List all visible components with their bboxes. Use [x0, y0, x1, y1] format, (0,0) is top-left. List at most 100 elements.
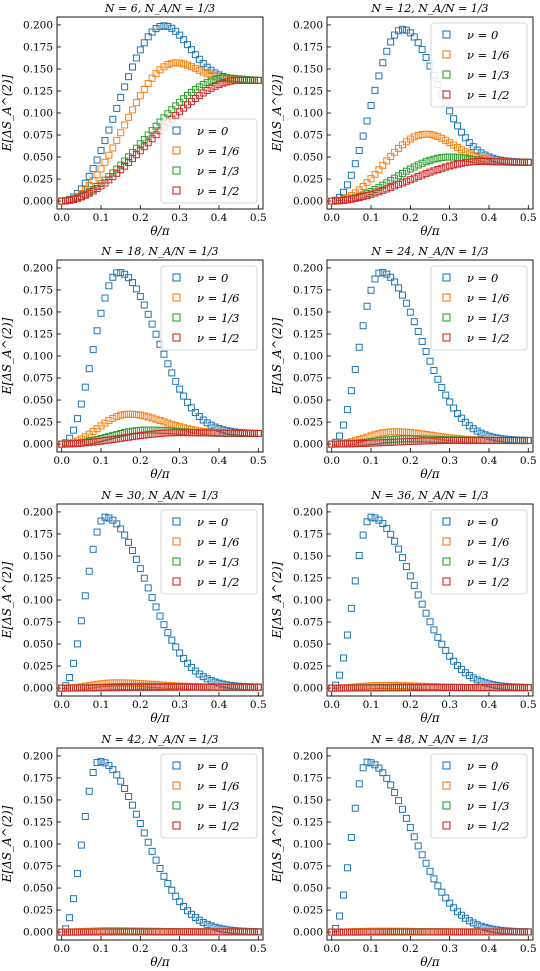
data-point — [473, 158, 481, 166]
data-point — [89, 545, 97, 553]
data-point — [113, 165, 121, 173]
data-point — [524, 928, 532, 936]
chart-panel: N = 42, N_A/N = 1/3 0.000 0.025 0.050 0.075 0… — [0, 733, 267, 969]
data-point — [398, 684, 406, 692]
data-point — [446, 437, 454, 445]
data-point — [140, 426, 148, 434]
data-point — [391, 31, 399, 39]
data-point — [391, 182, 399, 190]
data-point — [497, 158, 505, 166]
data-point — [347, 928, 355, 936]
data-point — [191, 928, 199, 936]
series-3 — [328, 684, 532, 692]
data-point — [172, 377, 180, 385]
data-point — [371, 275, 379, 283]
data-point — [371, 682, 379, 690]
data-point — [140, 683, 148, 691]
data-point — [418, 600, 426, 608]
data-point — [430, 626, 438, 634]
y-tick-label: 0.025 — [23, 174, 53, 186]
data-point — [340, 684, 348, 692]
data-point — [355, 440, 363, 448]
data-point — [250, 76, 258, 84]
data-point — [485, 684, 493, 692]
data-point — [203, 920, 211, 928]
data-point — [89, 165, 97, 173]
data-point — [512, 684, 520, 692]
data-point — [359, 764, 367, 772]
data-point — [70, 928, 78, 936]
data-point — [398, 428, 406, 436]
data-point — [136, 565, 144, 573]
y-tick-label: 0.000 — [293, 683, 323, 695]
data-point — [383, 928, 391, 936]
data-point — [501, 684, 509, 692]
data-point — [469, 928, 477, 936]
data-point — [207, 677, 215, 685]
data-point — [109, 928, 117, 936]
data-point — [105, 928, 113, 936]
legend-marker — [172, 273, 181, 282]
data-point — [398, 682, 406, 690]
data-point — [156, 429, 164, 437]
data-point — [121, 121, 129, 129]
data-point — [336, 432, 344, 440]
y-tick-label: 0.175 — [293, 41, 323, 53]
data-point — [109, 679, 117, 687]
x-tick-label: 0.1 — [93, 212, 110, 224]
data-point — [383, 684, 391, 692]
data-point — [473, 928, 481, 936]
x-tick-label: 0.3 — [171, 699, 188, 711]
legend: ν = 0 ν = 1/6 ν = 1/3 ν = 1/2 — [160, 509, 258, 595]
legend-marker — [172, 781, 181, 790]
y-tick-label: 0.100 — [293, 108, 323, 120]
data-point — [465, 684, 473, 692]
data-point — [481, 928, 489, 936]
data-point — [223, 683, 231, 691]
legend-marker — [442, 333, 451, 342]
data-point — [355, 552, 363, 560]
data-point — [395, 27, 403, 35]
data-point — [70, 928, 78, 936]
legend-label: ν = 1/3 — [197, 799, 239, 813]
x-tick-label: 0.4 — [481, 943, 498, 955]
data-point — [121, 83, 129, 91]
series-1 — [58, 410, 262, 448]
legend: ν = 0 ν = 1/6 ν = 1/3 ν = 1/2 — [430, 22, 528, 108]
data-point — [450, 657, 458, 665]
data-point — [66, 684, 74, 692]
data-point — [211, 683, 219, 691]
data-point — [454, 684, 462, 692]
data-point — [426, 130, 434, 138]
data-point — [450, 115, 458, 123]
data-point — [410, 833, 418, 841]
data-point — [332, 440, 340, 448]
x-tick-label: 0.5 — [520, 212, 537, 224]
data-point — [176, 928, 184, 936]
data-point — [343, 864, 351, 872]
y-tick-label: 0.050 — [293, 395, 323, 407]
y-tick-label: 0.025 — [293, 661, 323, 673]
data-point — [215, 429, 223, 437]
data-point — [414, 39, 422, 47]
data-point — [199, 683, 207, 691]
x-tick-label: 0.2 — [132, 212, 149, 224]
data-point — [203, 675, 211, 683]
data-point — [391, 928, 399, 936]
data-point — [465, 139, 473, 147]
data-point — [493, 928, 501, 936]
data-point — [347, 684, 355, 692]
data-point — [66, 440, 74, 448]
data-point — [454, 928, 462, 936]
data-point — [164, 928, 172, 936]
data-point — [402, 563, 410, 571]
data-point — [199, 683, 207, 691]
legend-box — [160, 265, 258, 351]
data-point — [461, 437, 469, 445]
data-point — [477, 928, 485, 936]
data-point — [203, 86, 211, 94]
data-point — [187, 404, 195, 412]
data-point — [520, 683, 528, 691]
axes-frame — [326, 503, 534, 697]
